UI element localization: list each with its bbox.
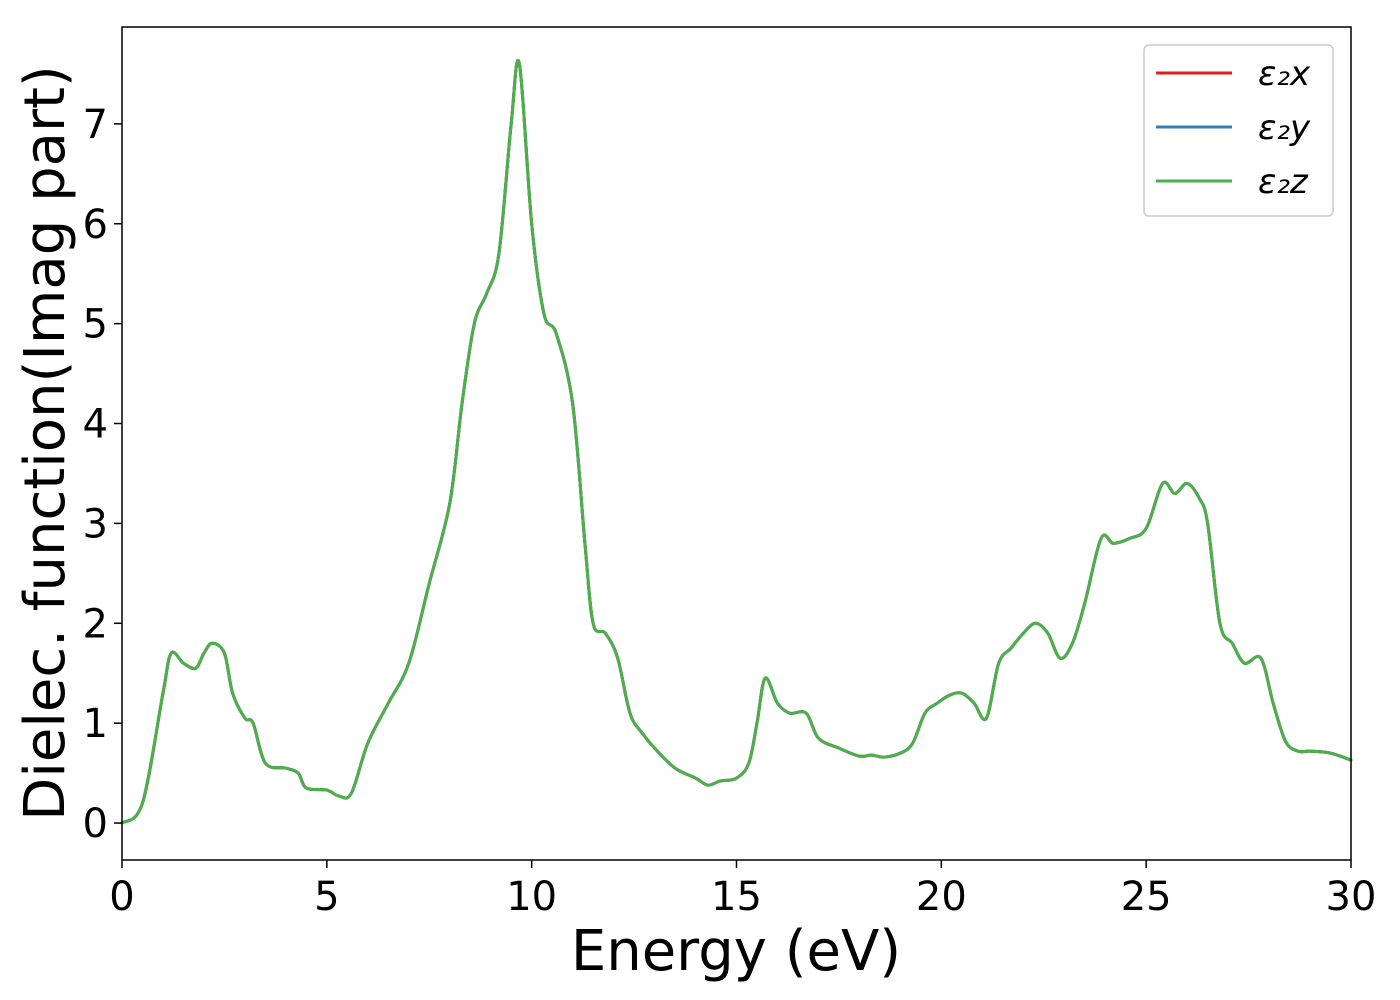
x-tick-label: 10 — [506, 874, 557, 920]
x-tick-label: 25 — [1121, 874, 1172, 920]
x-tick-label: 30 — [1326, 874, 1377, 920]
y-tick-label: 6 — [83, 202, 108, 248]
y-tick-label: 4 — [83, 402, 108, 448]
x-tick-label: 0 — [109, 874, 134, 920]
legend: ε₂x ε₂y ε₂z — [1143, 44, 1334, 217]
y-axis-title: Dielec. function(Imag part) — [13, 65, 78, 821]
series-layer — [120, 59, 1353, 825]
y-tick-label: 7 — [83, 102, 108, 148]
x-axis-title: Energy (eV) — [571, 919, 901, 984]
y-tick-label: 0 — [83, 801, 108, 847]
y-tick-label: 3 — [83, 501, 108, 547]
y-axis: 0 1 2 3 4 5 6 7 — [83, 102, 122, 847]
y-tick-label: 2 — [83, 601, 108, 647]
y-tick-label: 5 — [83, 302, 108, 348]
series-line-3 — [120, 59, 1353, 825]
y-tick-label: 1 — [83, 701, 108, 747]
x-tick-label: 15 — [711, 874, 762, 920]
legend-label-2: ε₂y — [1258, 108, 1311, 148]
legend-label-1: ε₂x — [1258, 54, 1311, 94]
legend-box — [1143, 44, 1334, 217]
x-tick-label: 20 — [916, 874, 967, 920]
x-axis: 0 5 10 15 20 25 30 — [109, 860, 1376, 920]
legend-label-3: ε₂z — [1258, 162, 1309, 202]
x-tick-label: 5 — [314, 874, 339, 920]
